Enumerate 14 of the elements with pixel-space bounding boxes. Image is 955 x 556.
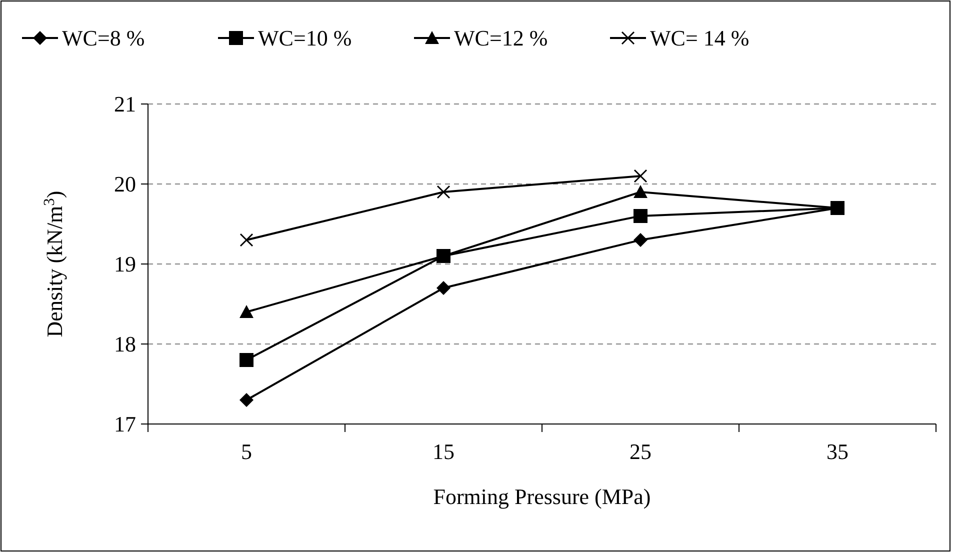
y-tick-label: 19 [114, 252, 136, 277]
y-tick-label: 18 [114, 332, 136, 357]
y-tick-label: 17 [114, 412, 136, 437]
legend-label: WC= 14 % [650, 26, 750, 51]
y-tick-label: 21 [114, 92, 136, 117]
x-tick-label: 15 [432, 439, 454, 464]
legend-label: WC=10 % [258, 26, 352, 51]
x-tick-label: 5 [241, 439, 252, 464]
legend-label: WC=8 % [62, 26, 145, 51]
x-tick-label: 25 [630, 439, 652, 464]
y-tick-label: 20 [114, 172, 136, 197]
x-axis-title: Forming Pressure (MPa) [433, 484, 651, 509]
x-tick-label: 35 [826, 439, 848, 464]
legend-label: WC=12 % [454, 26, 548, 51]
